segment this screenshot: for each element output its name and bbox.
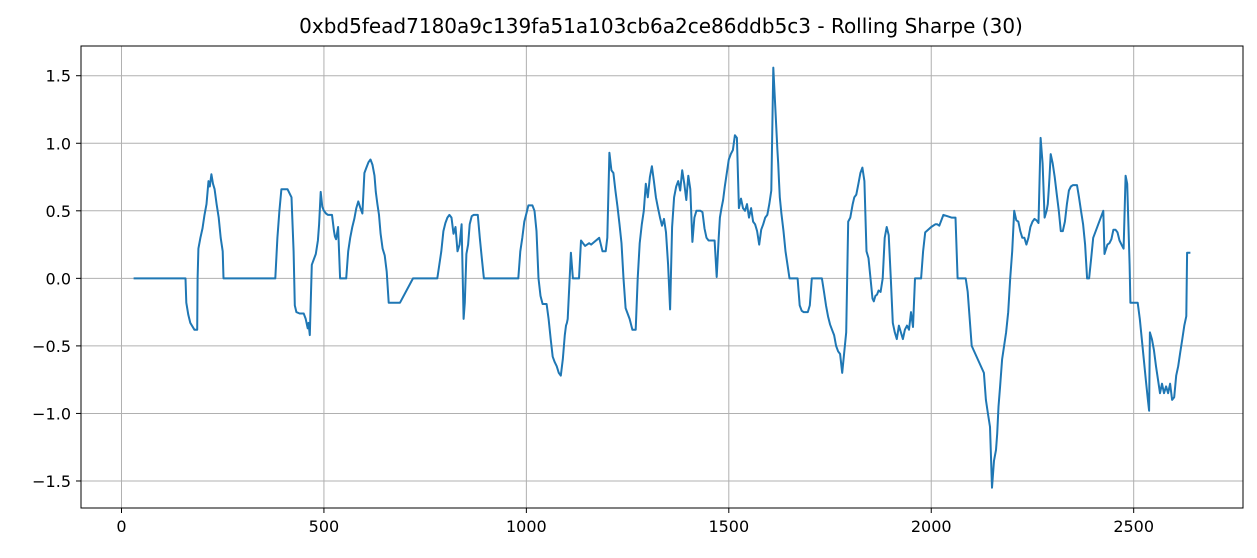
y-tick-label: 1.0 bbox=[46, 134, 71, 153]
series-layer bbox=[133, 66, 1191, 489]
y-tick-label: 0.0 bbox=[46, 269, 71, 288]
plot-frame bbox=[80, 45, 1244, 509]
x-tick-label: 1500 bbox=[708, 517, 749, 536]
y-tick-label: −1.0 bbox=[32, 404, 71, 423]
x-axis-ticks: 0 500 1000 1500 2000 2500 bbox=[116, 508, 1154, 536]
x-tick-label: 1000 bbox=[506, 517, 547, 536]
y-tick-label: −1.5 bbox=[32, 472, 71, 491]
x-tick-label: 0 bbox=[116, 517, 126, 536]
y-axis-ticks: −1.5 −1.0 −0.5 0.0 0.5 1.0 1.5 bbox=[32, 67, 81, 491]
y-tick-label: 0.5 bbox=[46, 202, 71, 221]
x-tick-label: 500 bbox=[309, 517, 340, 536]
x-tick-label: 2000 bbox=[911, 517, 952, 536]
series-line bbox=[133, 66, 1191, 489]
chart-title: 0xbd5fead7180a9c139fa51a103cb6a2ce86ddb5… bbox=[299, 14, 1023, 38]
x-tick-label: 2500 bbox=[1113, 517, 1154, 536]
y-tick-label: −0.5 bbox=[32, 337, 71, 356]
grid-lines bbox=[81, 46, 1243, 508]
y-tick-label: 1.5 bbox=[46, 67, 71, 86]
